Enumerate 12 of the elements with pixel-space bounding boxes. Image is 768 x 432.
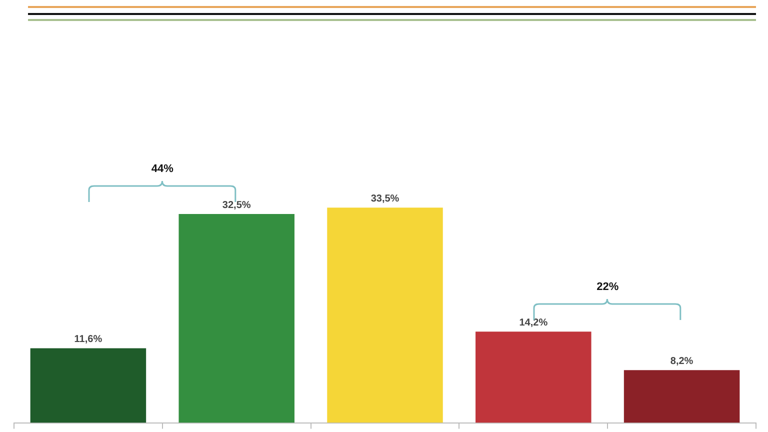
text: 44% — [150, 163, 174, 176]
bar — [624, 370, 740, 423]
data-label: 33,5% — [370, 193, 400, 204]
data-label: 14,2% — [519, 317, 548, 328]
bar — [178, 214, 294, 423]
bar — [30, 348, 146, 423]
data-label: 11,6% — [74, 334, 102, 346]
annotation: 22% — [596, 280, 620, 293]
bar — [327, 208, 443, 423]
data-label: 8,2% — [670, 356, 694, 367]
bar — [476, 332, 592, 423]
data-label: 32,5% — [222, 200, 251, 211]
